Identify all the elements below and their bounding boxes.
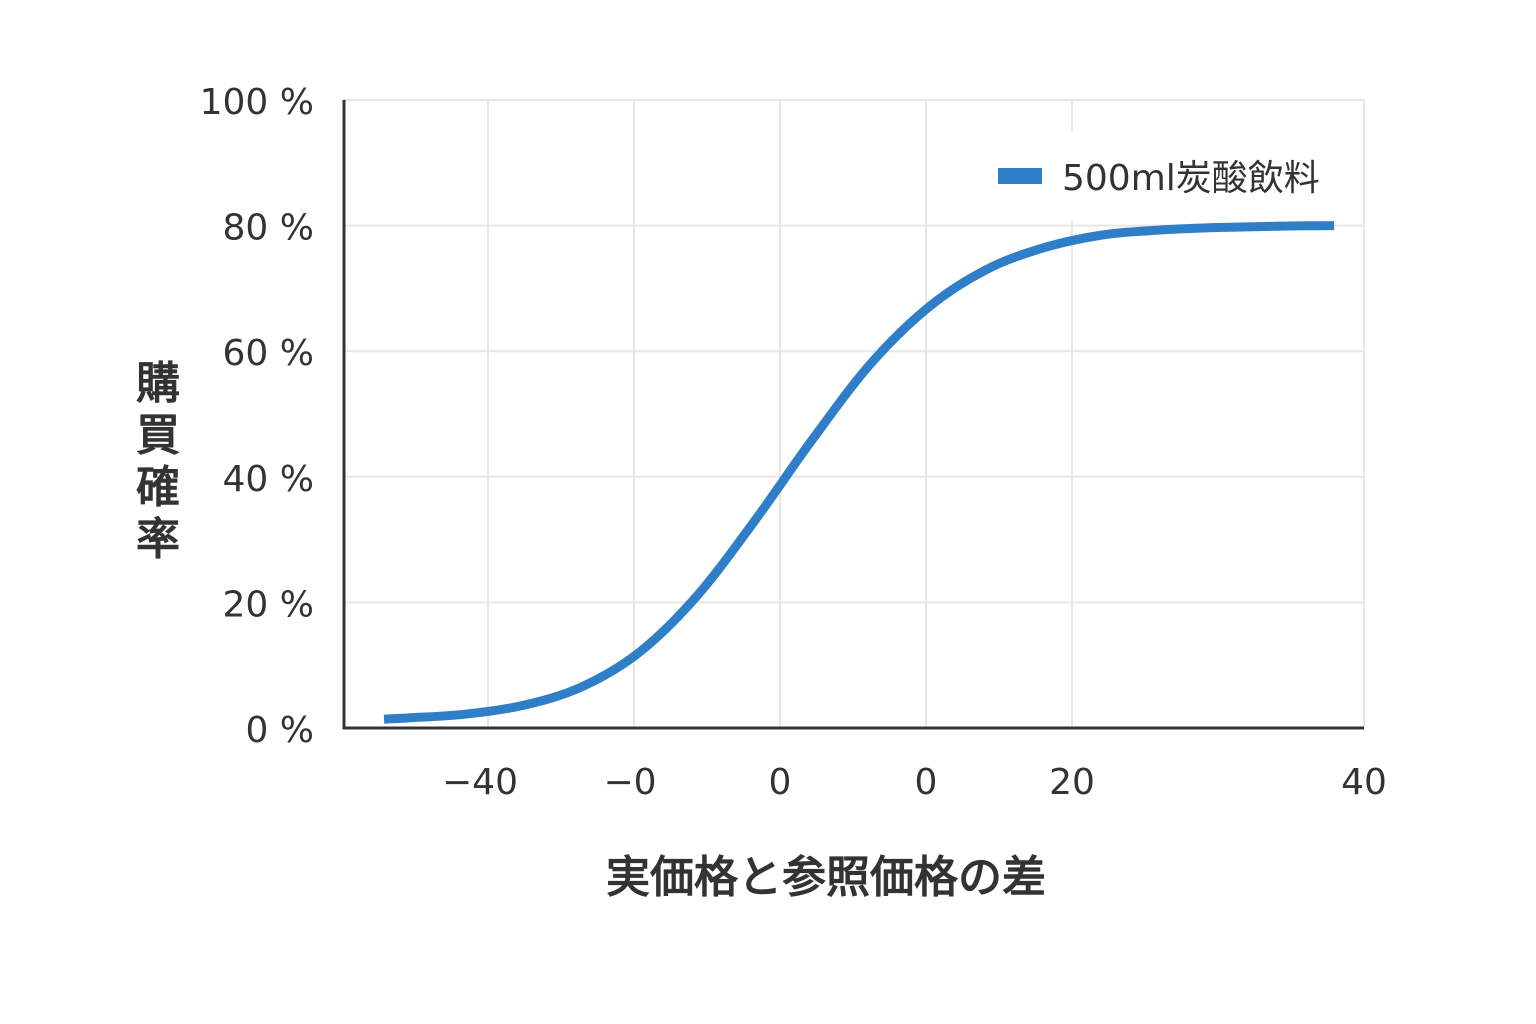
legend-swatch xyxy=(998,168,1042,184)
series-line-0 xyxy=(383,221,1335,724)
y-axis-title: 購買確率 xyxy=(136,358,180,565)
grid xyxy=(344,99,1365,728)
x-tick-labels: −40 −0 0 0 20 40 xyxy=(442,762,1387,803)
x-tick-label: 40 xyxy=(1341,762,1387,803)
x-tick-label: 20 xyxy=(1049,762,1095,803)
y-tick-label: 80 % xyxy=(223,208,314,249)
y-tick-label: 40 % xyxy=(223,459,314,500)
y-tick-labels: 0 % 20 % 40 % 60 % 80 % 100 % xyxy=(200,82,314,751)
x-tick-label: 0 xyxy=(769,762,792,803)
y-tick-label: 20 % xyxy=(223,584,314,625)
x-tick-label: 0 xyxy=(915,762,938,803)
x-axis-title: 実価格と参照価格の差 xyxy=(606,852,1046,903)
legend-label: 500ml炭酸飲料 xyxy=(1062,158,1320,199)
y-tick-label: 0 % xyxy=(245,710,314,751)
x-tick-label: −0 xyxy=(603,762,656,803)
y-tick-label: 60 % xyxy=(223,333,314,374)
series-layer xyxy=(383,221,1335,724)
axes xyxy=(342,100,1364,730)
legend: 500ml炭酸飲料 xyxy=(978,132,1360,220)
y-tick-label: 100 % xyxy=(200,82,314,123)
x-tick-label: −40 xyxy=(442,762,518,803)
